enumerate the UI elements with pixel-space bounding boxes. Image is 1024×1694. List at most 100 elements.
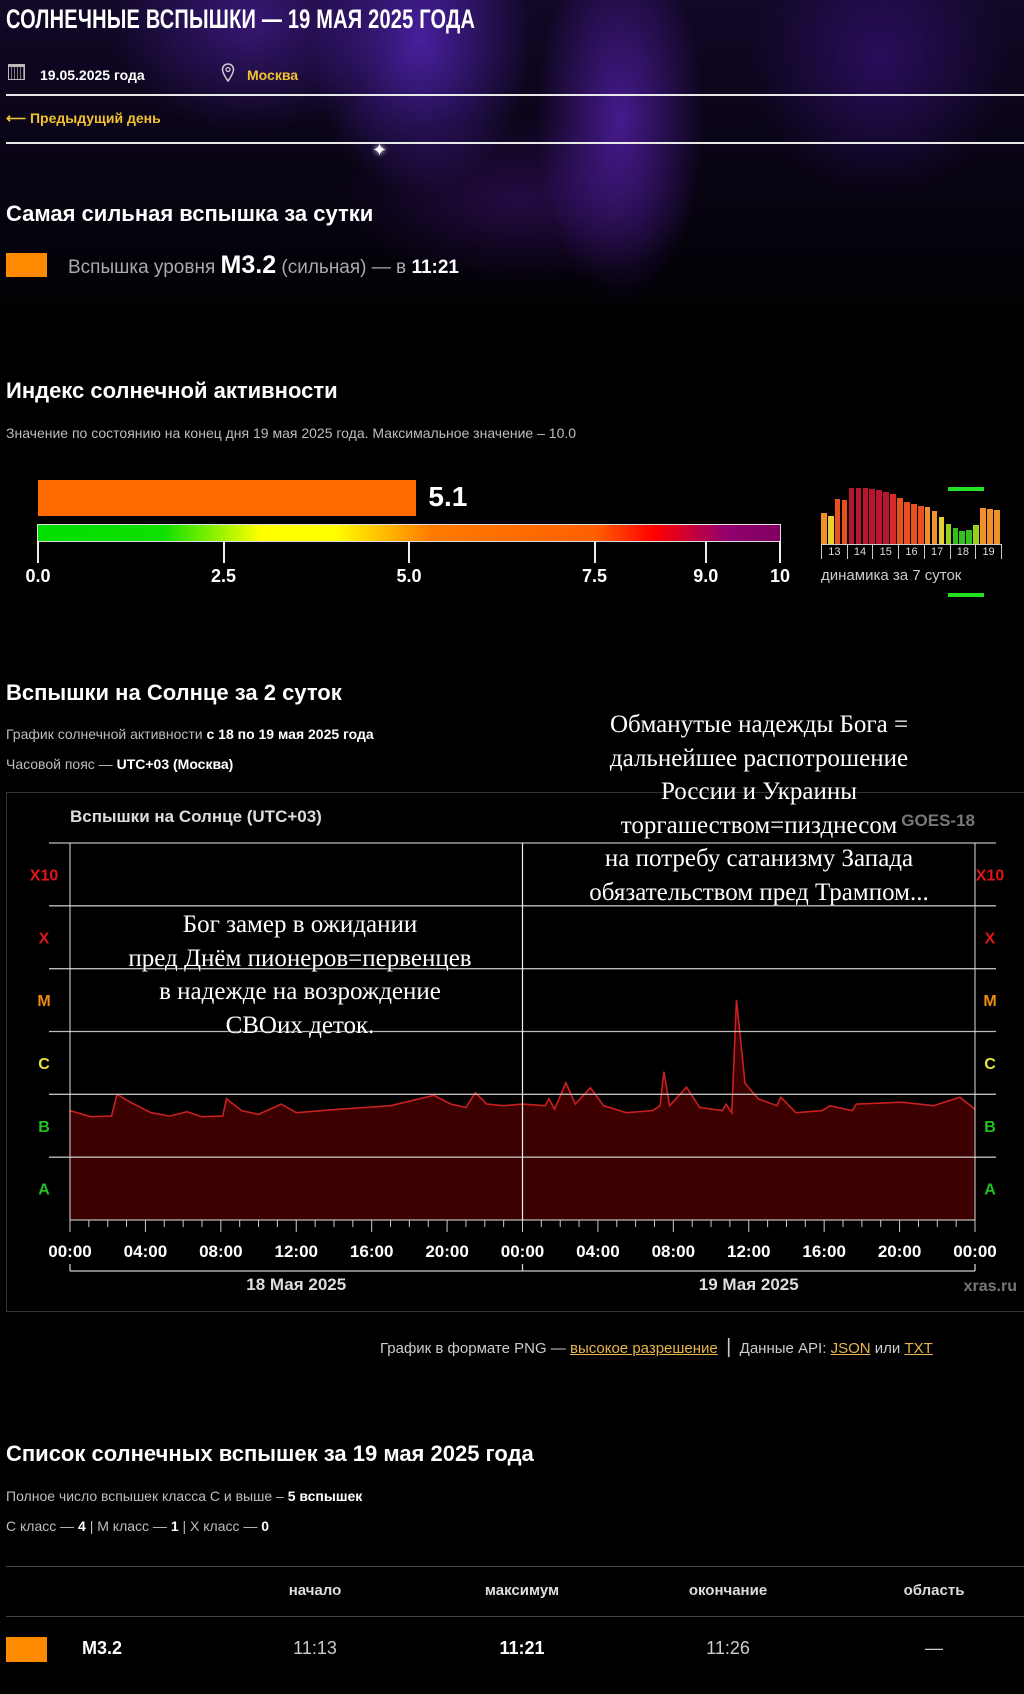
index-heading: Индекс солнечной активности (6, 378, 338, 403)
scale-tick-label: 2.5 (210, 566, 237, 586)
class-label-right: X10 (976, 867, 1005, 884)
x-tick-label: 04:00 (124, 1242, 167, 1261)
overlay-caption-line: торгашеством=пизднесом (620, 811, 898, 839)
flare-chart-frame (6, 792, 1024, 1312)
list-heading: Список солнечных вспышек за 19 мая 2025 … (6, 1441, 534, 1466)
scale-tick-label: 10 (769, 566, 791, 586)
dynamics-bar (848, 487, 855, 544)
total-value: 5 вспышек (287, 1488, 363, 1504)
overlay-caption-line: в надежде на возрождение (159, 978, 441, 1005)
table-header-border (6, 1616, 1024, 1617)
overlay-caption-line: обязательством пред Трампом... (589, 878, 929, 906)
c-class-label: С класс — (6, 1518, 75, 1534)
flux-line (69, 999, 976, 1118)
strongest-prefix: Вспышка уровня (68, 257, 216, 278)
chart-title: Вспышки на Солнце (UTC+03) (70, 807, 322, 826)
dynamics-marker-bottom (948, 593, 984, 597)
x-class-label: | Х класс — (182, 1518, 258, 1534)
dynamics-bar (994, 509, 1000, 544)
dynamics-day-label: 14 (846, 544, 873, 559)
timezone-prefix: Часовой пояс — (6, 756, 113, 772)
txt-link[interactable]: TXT (904, 1340, 933, 1357)
flare-chart: Вспышки на Солнце (UTC+03) GOES-18 A A B B C C M… (30, 807, 1017, 1295)
class-label-left: B (38, 1119, 50, 1136)
overlay-caption-line: России и Украины (660, 778, 858, 805)
strongest-class: M3.2 (220, 251, 277, 279)
overlay-caption-right: Обманутые надежды Бога = дальнейшее распо… (519, 708, 999, 909)
dynamics-bar (980, 508, 986, 544)
dynamics-day-label: 18 (949, 544, 976, 559)
arrow-left-icon: ⟵ (6, 110, 30, 126)
scale-tick (408, 541, 410, 563)
dynamics-mini-chart (821, 478, 1001, 544)
flares2d-heading: Вспышки на Солнце за 2 суток (6, 680, 342, 705)
overlay-caption-line: на потребу сатанизму Запада (604, 845, 914, 872)
index-value-label: 5.1 (428, 481, 468, 512)
row-end: 11:26 (706, 1638, 750, 1658)
dynamics-day-label: 16 (898, 544, 924, 559)
m-class-count: 1 (170, 1518, 179, 1534)
col-end: окончание (688, 1582, 768, 1599)
x-tick-label: 12:00 (727, 1242, 770, 1261)
class-label-right: B (984, 1119, 996, 1136)
dynamics-day-label: 15 (872, 544, 899, 559)
c-class-count: 4 (78, 1518, 86, 1534)
x-tick-label: 04:00 (576, 1242, 619, 1261)
x-tick-label: 20:00 (878, 1242, 921, 1261)
png-hires-link[interactable]: высокое разрешение (569, 1340, 718, 1357)
dynamics-bar (841, 499, 848, 544)
class-label-left: X10 (30, 867, 59, 884)
or-text: или (874, 1340, 901, 1357)
json-link[interactable]: JSON (830, 1340, 871, 1357)
scale-tick (779, 541, 781, 563)
range-prefix: График солнечной активности (6, 726, 203, 742)
dynamics-bar (827, 515, 834, 544)
row-max: 11:21 (499, 1638, 545, 1658)
dynamics-bar (973, 525, 979, 544)
index-subtitle: Значение по состоянию на конец дня 19 ма… (6, 425, 577, 441)
range-value: с 18 по 19 мая 2025 года (206, 726, 374, 742)
scale-tick (37, 541, 39, 563)
dynamics-bar (897, 498, 903, 544)
prev-day-label: Предыдущий день (29, 110, 161, 126)
x-tick-label: 16:00 (802, 1242, 845, 1261)
dynamics-bar (821, 512, 827, 544)
city-link[interactable]: Москва (247, 67, 299, 83)
dynamics-bar (869, 488, 876, 544)
dynamics-day-labels: 13 14 15 16 17 18 19 (821, 544, 1002, 559)
class-label-right: A (984, 1182, 996, 1199)
scale-tick-label: 9.0 (693, 566, 719, 586)
index-value-bar (38, 480, 417, 516)
divider (6, 94, 1024, 96)
x-tick-label: 08:00 (199, 1242, 242, 1261)
overlay-caption-line: дальнейшее распотрошение (609, 744, 909, 772)
table-top-border (6, 1566, 1024, 1567)
dynamics-day-label: 19 (975, 544, 1002, 559)
dynamics-bar (966, 529, 972, 544)
dynamics-bar (890, 493, 896, 544)
strongest-time: 11:21 (411, 257, 459, 278)
list-class-counts: С класс — 4 | М класс — 1 | Х класс — 0 (6, 1518, 269, 1534)
dynamics-bar (959, 530, 966, 544)
scale-tick (704, 541, 707, 563)
dynamics-bar (931, 511, 938, 544)
class-label-right: M (983, 993, 996, 1010)
timezone-value: UTC+03 (Москва) (116, 756, 234, 772)
overlay-caption-left: Бог замер в ожидании пред Днём пионеров=п… (60, 908, 540, 1042)
satellite-label: GOES-18 (901, 811, 975, 830)
chart-links: График в формате PNG — высокое разрешени… (380, 1336, 933, 1359)
dynamics-bar (904, 502, 910, 544)
dynamics-bar (924, 507, 931, 544)
page-title: СОЛНЕЧНЫЕ ВСПЫШКИ — 19 МАЯ 2025 ГОДА (6, 4, 476, 34)
prev-day-link[interactable]: ⟵ Предыдущий день (6, 110, 161, 127)
scale-tick (222, 541, 225, 563)
m-class-label: | М класс — (89, 1518, 167, 1534)
api-prefix: Данные API: (739, 1340, 827, 1357)
class-label-left: M (37, 993, 50, 1010)
dynamics-day-label: 13 (821, 544, 847, 559)
overlay-caption-line: Обманутые надежды Бога = (609, 711, 909, 738)
dynamics-marker-top (948, 487, 984, 491)
png-prefix: График в формате PNG — (380, 1340, 566, 1357)
flares2d-timezone: Часовой пояс — UTC+03 (Москва) (6, 756, 233, 772)
dynamics-bar (987, 508, 993, 544)
